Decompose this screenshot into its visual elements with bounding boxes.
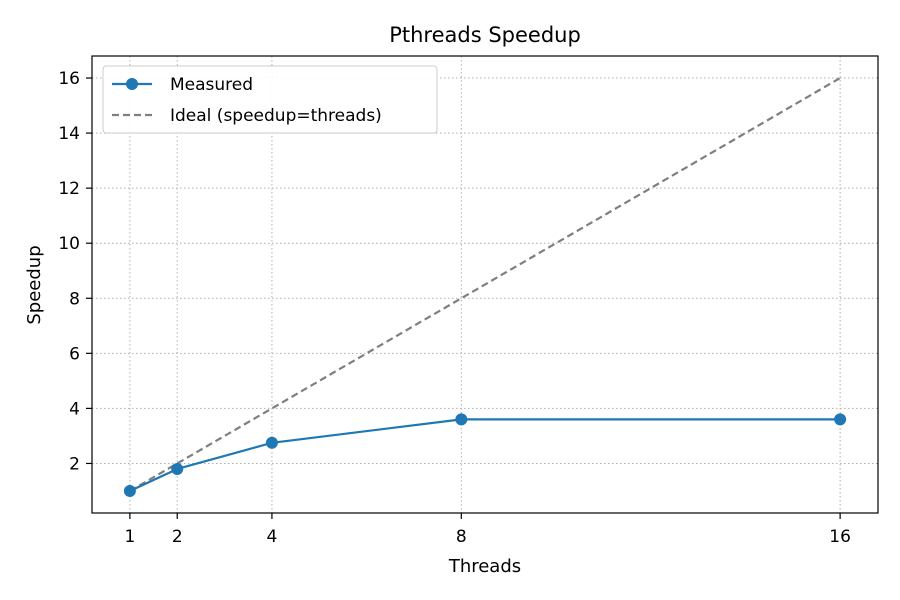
x-tick-label: 8 (456, 527, 467, 547)
y-tick-label: 2 (69, 454, 80, 474)
x-tick-label: 2 (172, 527, 183, 547)
y-tick-label: 12 (58, 179, 80, 199)
y-axis-title: Speedup (24, 245, 45, 324)
series-measured-point (171, 462, 184, 475)
y-tick-label: 10 (58, 234, 80, 254)
y-tick-label: 14 (58, 124, 80, 144)
y-tick-label: 6 (69, 344, 80, 364)
legend-measured-label: Measured (170, 75, 253, 95)
y-tick-label: 4 (69, 399, 80, 419)
series-measured-point (265, 436, 278, 449)
legend-measured-marker (126, 78, 138, 90)
series-ideal-line (129, 77, 841, 492)
legend: Measured Ideal (speedup=threads) (102, 65, 438, 134)
x-tick-label: 16 (829, 527, 851, 547)
y-tick-label: 16 (58, 69, 80, 89)
plot-frame (91, 55, 879, 514)
series-measured-point (455, 413, 468, 426)
plot-series (123, 77, 847, 497)
y-tick-label: 8 (69, 289, 80, 309)
chart-title: Pthreads Speedup (389, 23, 581, 47)
x-tick-label: 1 (124, 527, 135, 547)
legend-ideal-label: Ideal (speedup=threads) (170, 106, 382, 126)
legend-box (102, 65, 438, 134)
x-axis-title: Threads (448, 556, 521, 577)
series-measured-point (123, 484, 136, 497)
x-tick-label: 4 (267, 527, 278, 547)
series-measured-point (834, 413, 847, 426)
